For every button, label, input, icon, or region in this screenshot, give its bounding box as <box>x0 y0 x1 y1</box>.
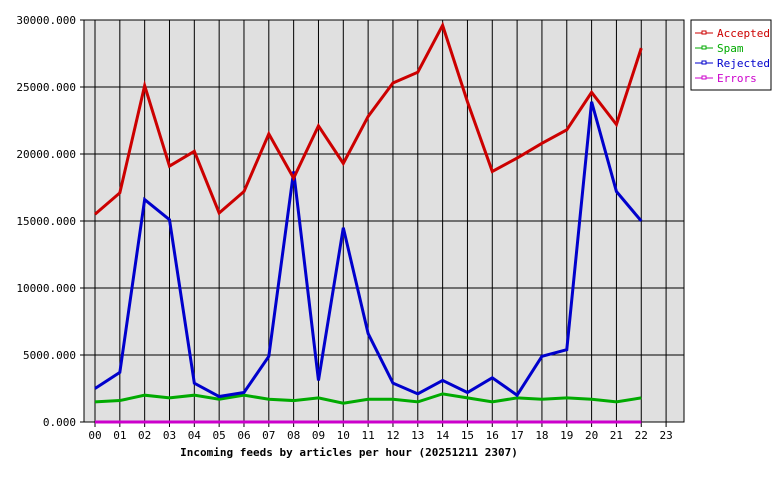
legend-marker <box>701 75 707 80</box>
legend-label-rejected: Rejected <box>717 57 770 70</box>
series-line-spam <box>94 392 642 405</box>
y-axis-ticks: 0.000 5000.000 10000.000 15000.000 20000.000… <box>16 14 76 429</box>
x-tick-label: 14 <box>436 429 450 442</box>
x-tick-label: 05 <box>213 429 226 442</box>
legend-label-errors: Errors <box>717 72 757 85</box>
y-tick-label: 0.000 <box>43 416 76 429</box>
x-tick-label: 13 <box>411 429 424 442</box>
legend-label-accepted: Accepted <box>717 27 770 40</box>
x-tick-label: 09 <box>312 429 325 442</box>
x-tick-label: 11 <box>362 429 375 442</box>
x-tick-label: 01 <box>113 429 126 442</box>
x-axis-ticks: 00 01 02 03 04 05 06 07 08 09 10 11 12 13 14 15 16 17 18 19… <box>88 429 672 442</box>
legend-label-spam: Spam <box>717 42 744 55</box>
series-line-accepted <box>94 21 643 216</box>
x-tick-label: 18 <box>535 429 548 442</box>
series-line-rejected <box>94 101 643 399</box>
y-tick-label: 30000.000 <box>16 14 76 27</box>
legend-marker <box>701 60 707 65</box>
legend: Accepted Spam Rejected Errors <box>690 19 772 91</box>
x-tick-label: 23 <box>659 429 672 442</box>
legend-marker <box>701 45 707 50</box>
x-tick-label: 08 <box>287 429 300 442</box>
x-tick-label: 15 <box>461 429 474 442</box>
x-tick-label: 03 <box>163 429 176 442</box>
x-tick-label: 02 <box>138 429 151 442</box>
x-tick-label: 04 <box>188 429 202 442</box>
x-tick-label: 19 <box>560 429 573 442</box>
series-lines <box>94 21 643 424</box>
y-tick-label: 25000.000 <box>16 81 76 94</box>
x-tick-label: 06 <box>237 429 250 442</box>
x-tick-label: 22 <box>635 429 648 442</box>
x-tick-label: 00 <box>88 429 101 442</box>
x-tick-label: 12 <box>386 429 399 442</box>
legend-marker <box>701 30 707 35</box>
y-tick-label: 20000.000 <box>16 148 76 161</box>
x-tick-label: 07 <box>262 429 275 442</box>
y-tick-label: 5000.000 <box>23 349 76 362</box>
x-tick-label: 20 <box>585 429 598 442</box>
y-tick-label: 10000.000 <box>16 282 76 295</box>
x-tick-label: 21 <box>610 429 623 442</box>
x-tick-label: 10 <box>337 429 350 442</box>
x-tick-label: 16 <box>486 429 499 442</box>
x-axis-label: Incoming feeds by articles per hour (202… <box>180 446 518 459</box>
y-tick-label: 15000.000 <box>16 215 76 228</box>
x-tick-label: 17 <box>510 429 523 442</box>
